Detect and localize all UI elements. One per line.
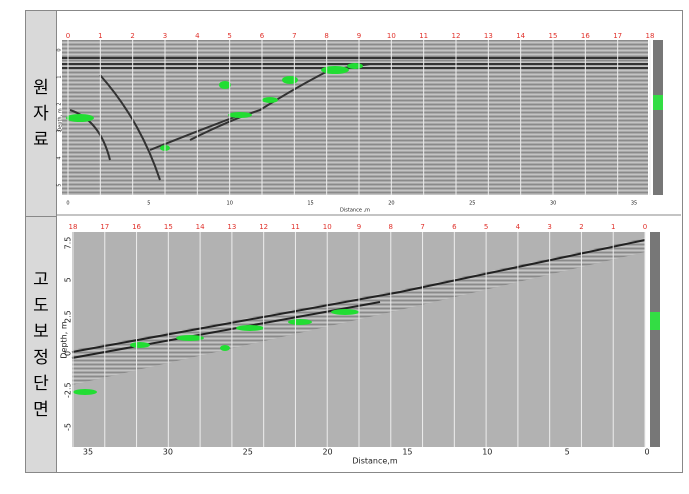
x-tick-label: 35 — [631, 201, 637, 207]
panel-label-box: 고 도 보 정 단 면 — [26, 217, 57, 472]
marker-label: 1 — [98, 32, 102, 40]
marker-label: 15 — [164, 223, 173, 231]
y-tick-label: 5 — [64, 277, 73, 282]
marker-label: 12 — [452, 32, 461, 40]
marker-label: 4 — [195, 32, 200, 40]
x-tick-label: 30 — [550, 201, 556, 207]
y-axis-title: Depth, m — [60, 321, 69, 358]
marker-label: 8 — [389, 223, 393, 231]
reflectors — [71, 239, 646, 359]
y-axis-title: Depth, m — [58, 108, 64, 131]
x-tick-label: 30 — [163, 448, 173, 457]
y-tick-label: 1 — [57, 75, 63, 78]
marker-label: 13 — [227, 223, 236, 231]
marker-label: 6 — [260, 32, 265, 40]
marker-label: 5 — [227, 32, 231, 40]
marker-label: 14 — [196, 223, 205, 231]
x-tick-label: 10 — [482, 448, 492, 457]
x-tick-label: 15 — [402, 448, 412, 457]
marker-label: 18 — [69, 223, 78, 231]
x-axis-title: Distance,m — [352, 457, 398, 466]
marker-label: 12 — [259, 223, 268, 231]
marker-label: 9 — [357, 223, 361, 231]
marker-label: 2 — [130, 32, 134, 40]
marker-label: 7 — [420, 223, 424, 231]
marker-label: 18 — [646, 32, 655, 40]
y-tick-label: 5 — [57, 183, 63, 186]
marker-label: 3 — [547, 223, 551, 231]
x-tick-label: 20 — [322, 448, 332, 457]
marker-label: 15 — [549, 32, 558, 40]
panel-label-box: 원 자 료 — [26, 11, 57, 217]
marker-label: 9 — [357, 32, 361, 40]
marker-label: 4 — [516, 223, 521, 231]
x-tick-label: 35 — [83, 448, 93, 457]
marker-label: 1 — [611, 223, 615, 231]
marker-label: 2 — [579, 223, 583, 231]
x-tick-label: 25 — [243, 448, 253, 457]
marker-label: 10 — [323, 223, 332, 231]
marker-label: 0 — [66, 32, 70, 40]
x-tick-label: 10 — [227, 201, 233, 207]
y-tick-label: -5 — [64, 423, 73, 431]
color-bar — [653, 40, 663, 195]
marker-label: 6 — [452, 223, 457, 231]
marker-label: 3 — [163, 32, 167, 40]
x-tick-label: 0 — [66, 201, 69, 207]
panel-label: 원 자 료 — [33, 77, 49, 150]
marker-label: 8 — [324, 32, 328, 40]
x-tick-label: 5 — [147, 201, 150, 207]
y-tick-label: 3 — [57, 129, 63, 132]
x-tick-label: 15 — [307, 201, 313, 207]
marker-label: 16 — [581, 32, 590, 40]
y-tick-label: 2 — [57, 102, 63, 105]
y-tick-label: 0 — [57, 48, 63, 51]
color-bar-green — [653, 95, 663, 110]
marker-label: 13 — [484, 32, 493, 40]
marker-label: 16 — [132, 223, 141, 231]
x-tick-label: 5 — [565, 448, 570, 457]
x-tick-label: 20 — [388, 201, 394, 207]
color-bar-green — [650, 312, 660, 330]
y-tick-label: 4 — [57, 156, 63, 159]
marker-label: 0 — [643, 223, 647, 231]
y-tick-label: -2.5 — [64, 382, 73, 398]
figure: 원 자 료 고 도 보 정 단 면 — [25, 10, 683, 473]
y-tick-label: 0 — [64, 351, 73, 356]
highlights — [73, 309, 359, 395]
x-tick-label: 0 — [644, 448, 649, 457]
marker-label: 11 — [291, 223, 300, 231]
color-bar — [650, 232, 660, 447]
marker-label: 17 — [613, 32, 622, 40]
marker-label: 7 — [292, 32, 296, 40]
marker-label: 5 — [484, 223, 488, 231]
panel-label: 고 도 보 정 단 면 — [33, 269, 49, 420]
x-axis-title: Distance ,m — [340, 208, 370, 214]
marker-label: 11 — [419, 32, 428, 40]
marker-label: 14 — [516, 32, 525, 40]
marker-label: 10 — [387, 32, 396, 40]
y-tick-label: 2.5 — [64, 310, 73, 323]
y-tick-label: 7.5 — [64, 237, 73, 250]
marker-label: 17 — [100, 223, 109, 231]
x-tick-label: 25 — [469, 201, 475, 207]
